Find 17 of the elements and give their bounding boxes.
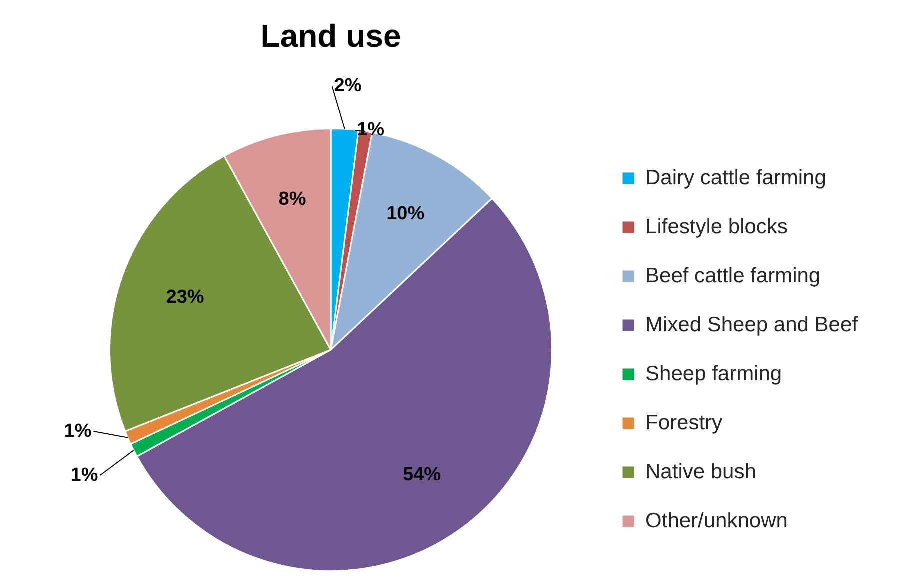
data-label: 1% [70,464,98,486]
chart-title: Land use [260,18,402,54]
data-label: 1% [357,120,385,141]
data-label: 1% [64,420,92,442]
legend-label: Sheep farming [646,362,782,386]
legend-label: Other/unknown [646,509,788,532]
legend-label: Forestry [646,411,724,434]
data-label: 10% [386,204,425,225]
data-label: 8% [278,189,306,210]
data-label: 23% [166,286,204,308]
legend-label: Mixed Sheep and Beef [646,313,858,336]
data-label: 54% [403,464,442,486]
legend-label: Dairy cattle farming [646,166,826,190]
data-label: 2% [334,76,362,97]
legend-label: Beef cattle farming [646,264,821,288]
legend-label: Native bush [646,460,756,484]
legend-label: Lifestyle blocks [646,215,788,238]
